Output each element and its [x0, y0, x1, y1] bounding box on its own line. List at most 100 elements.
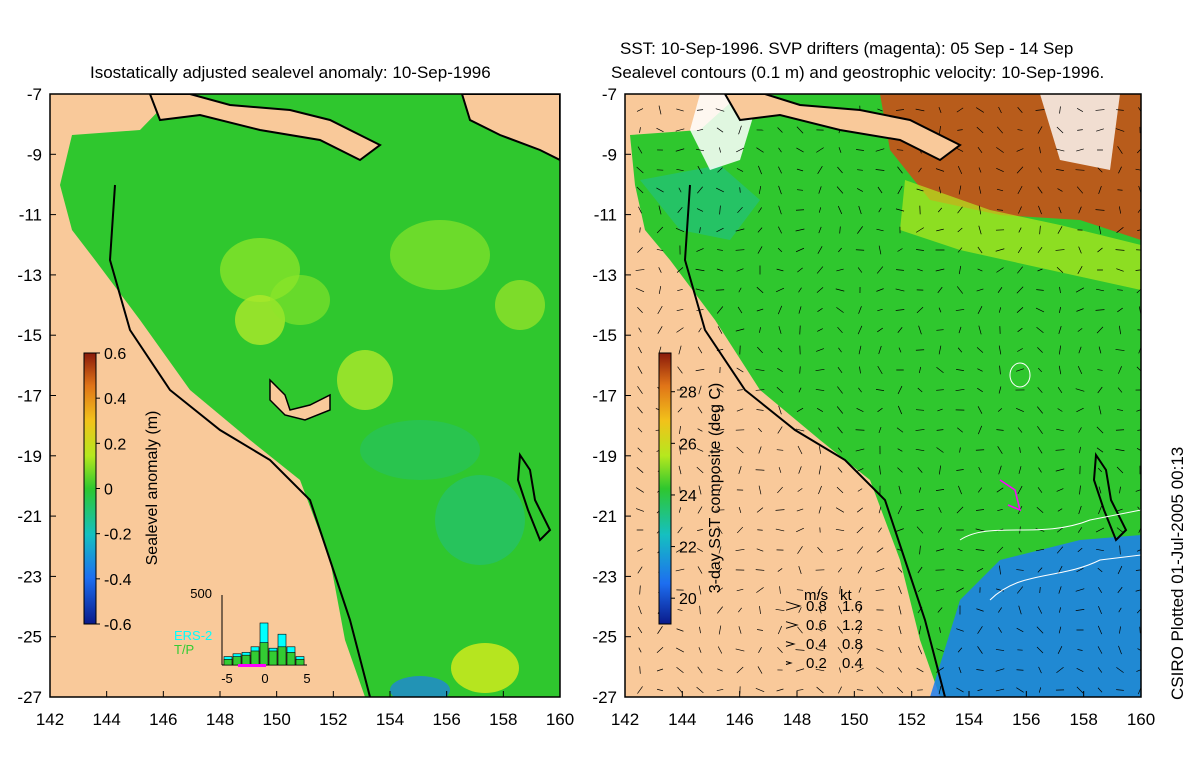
velocity-vector-327 — [938, 345, 942, 355]
velocity-vector-211 — [695, 268, 705, 272]
anomaly-low-3 — [390, 676, 450, 697]
velocity-vector-64 — [875, 148, 885, 152]
velocity-vector-269 — [817, 307, 823, 313]
velocity-vector-127 — [1098, 185, 1102, 195]
velocity-legend-arrow-2 — [785, 641, 796, 647]
velocity-vector-440 — [1115, 429, 1125, 431]
velocity-vector-597 — [1136, 549, 1141, 552]
velocity-vector-227 — [1017, 266, 1023, 274]
velocity-vector-229 — [1056, 266, 1064, 274]
velocity-vector-371 — [776, 386, 784, 394]
velocity-vector-741 — [898, 667, 902, 673]
velocity-vector-414 — [1116, 409, 1124, 411]
velocity-vector-502 — [797, 488, 803, 492]
velocity-vector-590 — [996, 546, 1004, 554]
velocity-vector-663 — [898, 605, 902, 615]
velocity-vector-137 — [778, 205, 782, 215]
velocity-vector-21 — [1059, 106, 1061, 114]
velocity-vector-436 — [1037, 426, 1043, 434]
velocity-vector-596 — [1119, 545, 1121, 555]
velocity-vector-176 — [1039, 225, 1041, 235]
velocity-vector-288 — [676, 327, 684, 333]
velocity-vector-404 — [915, 409, 925, 411]
velocity-vector-107 — [697, 186, 703, 194]
sst-cool-region — [930, 535, 1141, 697]
velocity-vector-69 — [977, 146, 983, 154]
velocity-vector-520 — [635, 508, 645, 512]
velocity-vector-87 — [817, 166, 823, 174]
velocity-vector-513 — [1017, 485, 1023, 495]
velocity-vector-43 — [976, 126, 984, 134]
velocity-vector-467 — [1136, 448, 1141, 451]
velocity-vector-550 — [717, 526, 723, 534]
velocity-vector-644 — [1039, 586, 1041, 594]
velocity-vector-20 — [1035, 109, 1045, 111]
sst-colorbar-tick-label-4: 20 — [679, 591, 697, 608]
velocity-vector-17 — [976, 107, 984, 113]
velocity-vector-645 — [1058, 586, 1062, 594]
velocity-vector-765 — [856, 689, 864, 691]
histogram-bar-tp-6 — [277, 646, 287, 666]
velocity-vector-464 — [1079, 446, 1081, 454]
velocity-vector-455 — [897, 448, 903, 452]
velocity-vector-476 — [798, 466, 802, 474]
velocity-vector-56 — [719, 147, 721, 153]
right-ytick-label-6: -19 — [592, 447, 617, 466]
velocity-vector-291 — [735, 328, 745, 332]
velocity-vector-409 — [1016, 408, 1024, 412]
histogram-bar-tp-7 — [286, 652, 296, 666]
velocity-vector-190 — [795, 247, 805, 253]
velocity-vector-451 — [819, 446, 821, 454]
velocity-vector-70 — [996, 147, 1004, 153]
sla-colorbar-tick-label-3: 0 — [104, 482, 113, 499]
histogram-xtick-neg5: -5 — [221, 671, 233, 686]
velocity-vector-234 — [635, 287, 645, 293]
velocity-vector-747 — [1016, 669, 1024, 671]
velocity-vector-441 — [1137, 429, 1141, 431]
velocity-vector-135 — [737, 206, 743, 214]
velocity-vector-577 — [735, 548, 745, 552]
velocity-legend: m/s kt 0.8 1.6 0.6 1.2 0.4 0.8 0.2 0.4 — [785, 587, 863, 672]
velocity-vector-249 — [937, 286, 943, 294]
velocity-vector-237 — [695, 288, 705, 292]
velocity-vector-279 — [1016, 307, 1024, 313]
right-ytick-label-4: -15 — [592, 326, 617, 345]
velocity-vector-595 — [1096, 548, 1104, 552]
velocity-vector-310 — [1118, 325, 1122, 335]
velocity-vector-177 — [1057, 226, 1063, 234]
right-xtick-label-2: 146 — [725, 710, 753, 729]
velocity-vector-733 — [736, 666, 744, 674]
velocity-vector-328 — [957, 347, 963, 353]
velocity-vector-368 — [716, 387, 724, 393]
velocity-vector-373 — [815, 389, 825, 391]
velocity-vector-776 — [1076, 686, 1084, 694]
velocity-vector-105 — [656, 187, 664, 193]
velocity-legend-arrow-1 — [785, 621, 799, 629]
velocity-vector-357 — [1015, 368, 1025, 372]
velocity-vector-353 — [936, 366, 944, 374]
sla-colorbar: 0.6 0.4 0.2 0 -0.2 -0.4 -0.6 Sealevel anomaly … — [83, 346, 161, 634]
velocity-vector-335 — [1098, 346, 1102, 354]
velocity-vector-774 — [1038, 687, 1042, 693]
velocity-unit-kt: kt — [840, 587, 853, 604]
histogram-bar-tp-1 — [232, 656, 242, 666]
velocity-vector-481 — [897, 467, 903, 473]
velocity-vector-203 — [1055, 249, 1065, 251]
velocity-vector-185 — [696, 248, 704, 252]
velocity-vector-89 — [857, 169, 863, 171]
velocity-vector-76 — [1117, 146, 1123, 154]
velocity-vector-275 — [938, 307, 942, 313]
velocity-vector-598 — [637, 566, 643, 574]
velocity-vector-395 — [736, 408, 744, 412]
right-ytick-label-10: -27 — [592, 688, 617, 707]
velocity-vector-93 — [935, 168, 945, 172]
velocity-vector-296 — [837, 326, 843, 334]
velocity-vector-204 — [1078, 246, 1082, 254]
velocity-vector-369 — [737, 389, 743, 391]
velocity-vector-510 — [958, 485, 962, 495]
velocity-vector-31 — [738, 125, 742, 135]
velocity-vector-247 — [895, 288, 905, 292]
velocity-vector-109 — [739, 187, 741, 193]
velocity-vector-528 — [796, 508, 804, 512]
velocity-vector-712 — [837, 646, 843, 654]
